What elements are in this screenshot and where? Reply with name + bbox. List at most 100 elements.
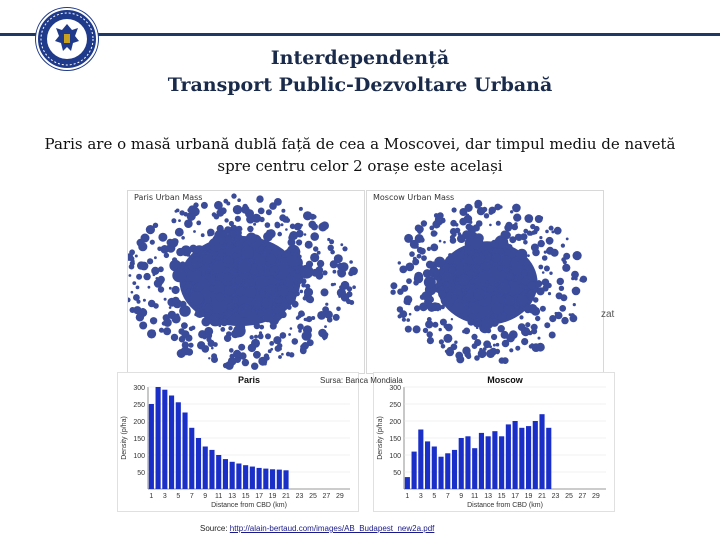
source-citation: Source: http://alain-bertaud.com/images/… [200, 524, 434, 533]
urban-area-patch [512, 203, 521, 213]
urban-area-patch [299, 289, 304, 294]
urban-area-patch [258, 245, 265, 252]
urban-area-patch [558, 285, 565, 291]
urban-area-patch [241, 245, 254, 259]
urban-area-patch [423, 276, 436, 289]
x-tick-label: 11 [471, 493, 478, 500]
urban-area-patch [526, 290, 535, 298]
urban-area-patch [556, 277, 564, 286]
paris-map-graphic [128, 193, 358, 370]
source-prefix: Source: [200, 524, 230, 533]
urban-area-patch [535, 315, 541, 322]
urban-area-patch [326, 317, 333, 323]
urban-area-patch [300, 312, 305, 317]
x-axis-label: Distance from CBD (km) [467, 502, 543, 509]
x-tick-label: 29 [592, 493, 600, 500]
urban-area-patch [220, 209, 224, 214]
urban-area-patch [494, 203, 502, 211]
urban-area-patch [443, 333, 453, 343]
urban-area-patch [240, 307, 244, 311]
urban-area-patch [207, 228, 215, 237]
urban-area-patch [541, 271, 545, 274]
urban-area-patch [181, 236, 185, 240]
urban-area-patch [270, 347, 274, 351]
urban-area-patch [269, 322, 277, 330]
urban-area-patch [445, 347, 455, 357]
source-link[interactable]: http://alain-bertaud.com/images/AB_Budap… [229, 524, 435, 533]
urban-area-patch [178, 328, 185, 335]
urban-area-patch [454, 340, 458, 344]
urban-area-patch [278, 355, 282, 359]
urban-area-patch [525, 322, 531, 328]
urban-area-patch [163, 318, 172, 327]
urban-area-patch [222, 253, 226, 257]
urban-area-patch [147, 329, 157, 339]
urban-area-patch [158, 278, 164, 285]
urban-area-patch [500, 255, 512, 267]
urban-area-patch [454, 223, 459, 227]
urban-area-patch [483, 213, 490, 219]
urban-area-patch [406, 278, 412, 284]
urban-area-patch [399, 265, 408, 274]
urban-area-patch [469, 278, 476, 285]
bar [526, 426, 532, 489]
urban-area-patch [259, 324, 265, 330]
urban-area-patch [530, 243, 539, 252]
urban-area-patch [451, 207, 457, 213]
urban-area-patch [429, 225, 435, 231]
urban-area-patch [186, 253, 191, 257]
urban-area-patch [306, 339, 314, 347]
urban-area-patch [158, 327, 165, 333]
urban-area-patch [265, 209, 272, 216]
bar [539, 414, 545, 489]
urban-area-patch [253, 322, 261, 330]
urban-area-patch [516, 294, 529, 308]
urban-area-patch [215, 275, 218, 279]
urban-area-patch [253, 301, 262, 310]
urban-area-patch [539, 236, 543, 240]
y-axis-label: Density (p/ha) [377, 416, 384, 460]
urban-area-patch [179, 300, 187, 308]
bar [465, 436, 471, 489]
bar [451, 449, 458, 489]
bar [512, 421, 518, 489]
urban-area-patch [536, 342, 545, 352]
urban-area-patch [438, 290, 447, 299]
urban-area-patch [498, 282, 511, 295]
urban-area-patch [432, 321, 439, 328]
urban-area-patch [491, 291, 497, 296]
urban-area-patch [474, 284, 479, 289]
urban-area-patch [548, 225, 554, 231]
urban-area-patch [232, 240, 236, 244]
urban-area-patch [432, 221, 439, 227]
x-tick-label: 21 [538, 493, 546, 500]
urban-area-patch [186, 288, 191, 294]
urban-area-patch [480, 316, 494, 330]
urban-area-patch [463, 263, 472, 272]
x-tick-label: 29 [336, 493, 344, 500]
urban-area-patch [188, 326, 194, 332]
urban-area-patch [427, 302, 437, 312]
urban-area-patch [494, 288, 498, 292]
urban-area-patch [329, 260, 338, 269]
urban-area-patch [233, 206, 237, 210]
urban-area-patch [207, 339, 215, 347]
urban-area-patch [251, 338, 260, 348]
urban-area-patch [304, 293, 308, 298]
urban-area-patch [541, 255, 548, 261]
urban-area-patch [441, 217, 446, 222]
urban-area-patch [422, 327, 429, 334]
urban-area-patch [430, 243, 439, 252]
urban-area-patch [491, 333, 498, 341]
urban-area-patch [289, 223, 296, 230]
urban-area-patch [263, 269, 272, 277]
urban-area-patch [420, 220, 428, 227]
urban-area-patch [509, 348, 514, 353]
urban-area-patch [139, 321, 148, 330]
urban-area-patch [465, 353, 472, 360]
urban-area-patch [305, 283, 311, 289]
urban-area-patch [443, 240, 446, 244]
urban-area-patch [265, 284, 276, 295]
urban-area-patch [204, 273, 211, 280]
urban-area-patch [286, 252, 301, 267]
